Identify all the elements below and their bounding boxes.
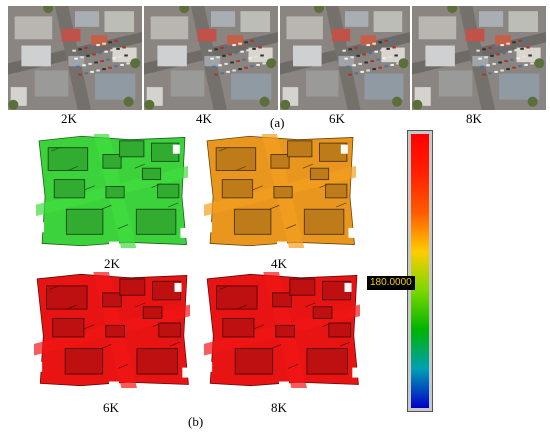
aerial-photo-4k bbox=[144, 6, 278, 110]
photo-label-4k: 4K bbox=[196, 111, 212, 126]
model-label-4k: 4K bbox=[271, 256, 287, 271]
photo-label-2k: 2K bbox=[61, 111, 77, 126]
model-label-6k: 6K bbox=[103, 400, 119, 415]
color-scale-readout: 180.0000 bbox=[367, 276, 415, 290]
model-4k bbox=[204, 134, 356, 248]
model-6k bbox=[34, 272, 190, 388]
aerial-photo-8k bbox=[412, 6, 546, 110]
model-2k bbox=[36, 134, 188, 248]
color-scale-bar bbox=[407, 130, 433, 412]
model-8k bbox=[204, 272, 360, 388]
aerial-photo-2k bbox=[8, 6, 142, 110]
panel-a-label: (a) bbox=[270, 115, 285, 130]
panel-b-label: (b) bbox=[188, 414, 204, 429]
aerial-photo-6k bbox=[280, 6, 410, 110]
photo-label-8k: 8K bbox=[466, 111, 482, 126]
model-label-2k: 2K bbox=[104, 256, 120, 271]
model-label-8k: 8K bbox=[271, 400, 287, 415]
photo-label-6k: 6K bbox=[329, 111, 345, 126]
